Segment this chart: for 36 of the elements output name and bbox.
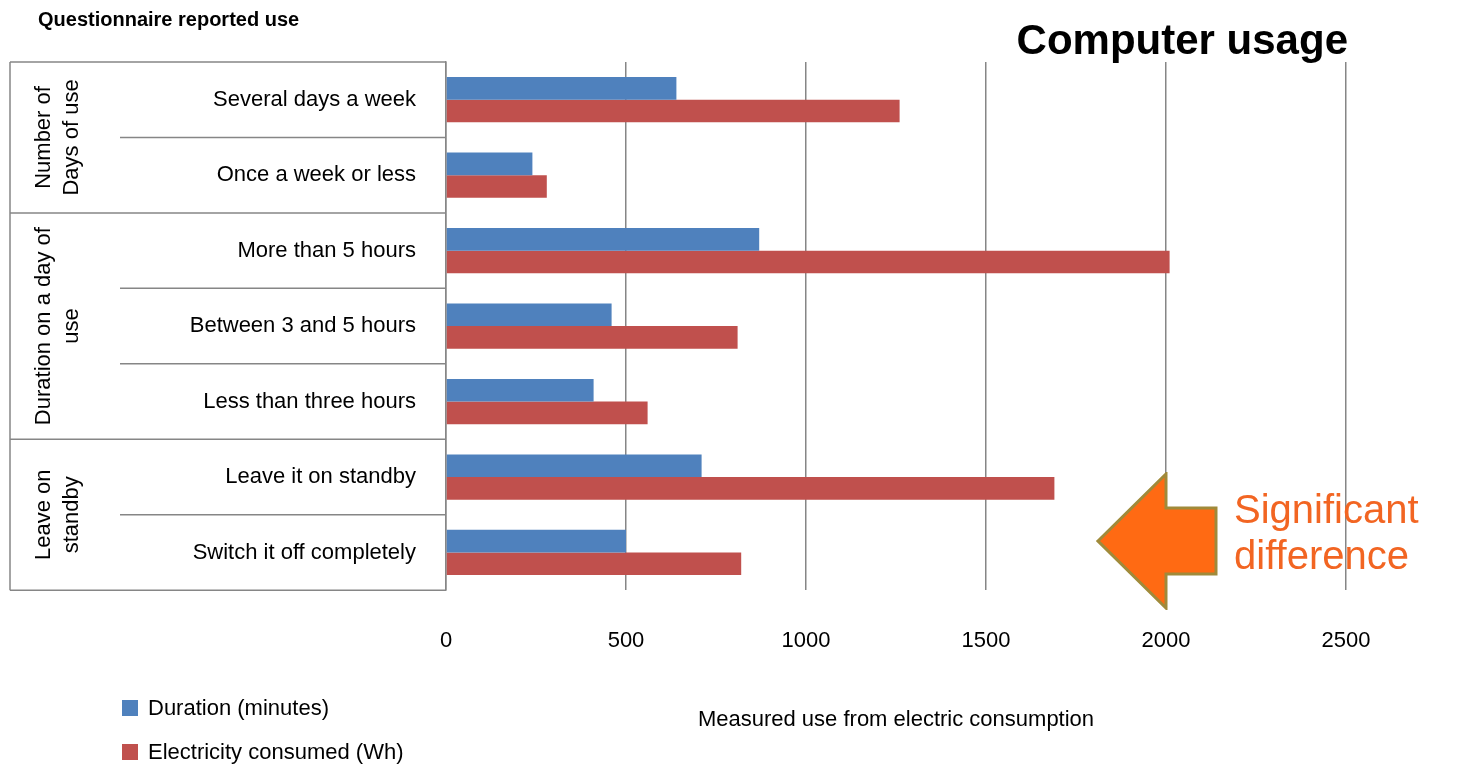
bar bbox=[446, 454, 702, 478]
bar bbox=[446, 378, 594, 402]
legend-label: Electricity consumed (Wh) bbox=[148, 739, 404, 765]
x-tick-label: 1000 bbox=[781, 627, 831, 653]
bar bbox=[446, 477, 1055, 500]
bar bbox=[446, 552, 742, 576]
bar bbox=[446, 303, 612, 327]
bar bbox=[446, 401, 648, 425]
y-tick-label: Between 3 and 5 hours bbox=[189, 312, 416, 338]
y-tick-label: Switch it off completely bbox=[192, 538, 416, 564]
bar bbox=[446, 529, 626, 553]
bar bbox=[446, 152, 533, 176]
x-tick-label: 2000 bbox=[1141, 627, 1191, 653]
text: Duration on a day of use bbox=[30, 226, 84, 426]
y-tick-label: More than 5 hours bbox=[237, 236, 416, 262]
bar bbox=[446, 77, 677, 100]
bar bbox=[446, 228, 760, 251]
y-tick-label: Leave it on standby bbox=[225, 463, 416, 489]
x-tick-label: 1500 bbox=[961, 627, 1011, 653]
bar bbox=[446, 250, 1170, 274]
bar bbox=[446, 99, 900, 123]
x-tick-label: 2500 bbox=[1321, 627, 1371, 653]
bar bbox=[446, 326, 738, 349]
y-tick-label: Less than three hours bbox=[203, 387, 416, 413]
chart-title: Computer usage bbox=[1016, 16, 1348, 64]
text: Leave on standby bbox=[30, 469, 84, 561]
legend-label: Duration (minutes) bbox=[148, 695, 329, 721]
annotation: Significant difference bbox=[1234, 486, 1420, 578]
x-tick-label: 500 bbox=[607, 627, 645, 653]
x-tick-label: 0 bbox=[439, 627, 453, 653]
text: Questionnaire reported use bbox=[38, 8, 300, 31]
text: Number of Days of use bbox=[30, 79, 84, 196]
y-tick-label: Several days a week bbox=[213, 85, 417, 111]
bar bbox=[446, 175, 547, 198]
y-tick-label: Once a week or less bbox=[216, 161, 416, 187]
x-axis-title: Measured use from electric consumption bbox=[697, 705, 1095, 731]
